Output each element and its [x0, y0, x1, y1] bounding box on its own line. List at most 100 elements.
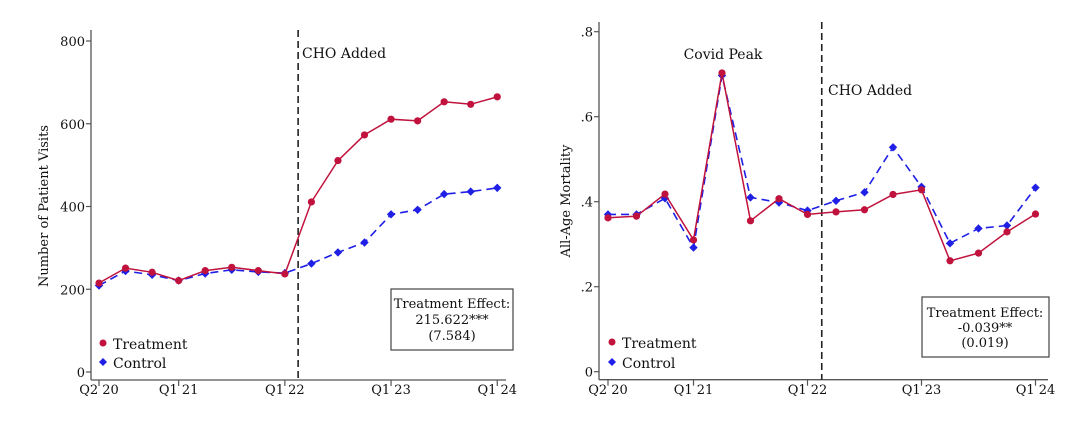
treatment-effect-estimate: -0.039**	[958, 321, 1013, 336]
treatment-point	[1003, 228, 1011, 236]
treatment-point	[889, 190, 897, 199]
y-tick-label: .4	[581, 196, 593, 211]
x-tick-label: Q1 23	[371, 383, 411, 398]
treatment-point	[440, 98, 448, 106]
control-point	[493, 183, 502, 193]
treatment-point	[148, 268, 156, 276]
plot-area: 0 .2 .4 .6 .8 Q2 20 Q1 21 Q1 22 Q1 23 Q1 24	[581, 22, 1056, 398]
treatment-point	[281, 270, 289, 278]
treatment-point	[974, 249, 983, 257]
control-point	[386, 210, 396, 219]
control-point	[333, 248, 343, 257]
control-line	[98, 187, 498, 287]
treatment-point	[803, 210, 812, 219]
x-tick-label: Q1 22	[265, 383, 305, 398]
x-tick-label: Q1 24	[477, 383, 517, 398]
y-tick-label: 0	[585, 366, 593, 381]
treatment-point	[632, 212, 641, 220]
x-tick-label: Q1 21	[159, 383, 199, 398]
treatment-effect-estimate: 215.622***	[415, 313, 489, 328]
treatment-point	[689, 236, 698, 244]
y-tick-label: .6	[581, 111, 593, 126]
plot-area: 0 200 400 600 800 Q2 20 Q1 21 Q1 22 Q1 23 Q1 24	[60, 30, 517, 398]
control-point	[860, 188, 869, 197]
legend-treatment-marker	[608, 338, 616, 346]
treatment-point	[121, 264, 130, 272]
x-tick-label: Q1 22	[788, 383, 828, 398]
treatment-point	[95, 279, 103, 287]
treatment-line	[98, 96, 498, 284]
y-tick-label: 800	[60, 35, 85, 50]
treatment-point	[917, 186, 926, 194]
treatment-effect-se: (7.584)	[428, 329, 475, 344]
control-point	[945, 239, 955, 248]
control-point	[689, 243, 698, 252]
treatment-point	[832, 208, 840, 216]
legend: Treatment Control	[99, 337, 188, 372]
treatment-effect-box: Treatment Effect: 215.622*** (7.584)	[390, 288, 514, 351]
mortality-panel: 0 .2 .4 .6 .8 Q2 20 Q1 21 Q1 22 Q1 23 Q1 24 All-A…	[559, 22, 1055, 398]
treatment-effect-box-frame	[390, 288, 514, 351]
y-tick-label: 400	[60, 201, 85, 216]
y-tick-label: .8	[581, 26, 593, 41]
control-point	[974, 224, 983, 233]
control-point	[466, 187, 475, 196]
control-point	[746, 193, 755, 202]
treatment-point	[493, 93, 501, 101]
treatment-point	[746, 217, 755, 225]
legend-treatment-label: Treatment	[113, 337, 188, 353]
treatment-point	[661, 190, 669, 198]
legend-treatment-marker	[99, 339, 107, 347]
y-axis-title: Number of Patient Visits	[37, 125, 52, 287]
x-tick-label: Q2 20	[588, 383, 628, 398]
legend-control-label: Control	[622, 356, 676, 372]
treatment-point	[307, 198, 315, 206]
y-tick-label: 200	[60, 283, 85, 298]
treatment-point	[334, 156, 342, 165]
y-tick-label: 600	[60, 118, 85, 133]
treatment-point	[387, 115, 395, 123]
cho-added-label: CHO Added	[828, 83, 912, 99]
legend: Treatment Control	[608, 336, 697, 372]
treatment-point	[201, 267, 209, 275]
control-point	[307, 259, 316, 268]
control-point	[439, 189, 449, 199]
control-point	[831, 196, 841, 206]
control-point	[1031, 183, 1040, 192]
legend-control-label: Control	[113, 356, 167, 372]
control-point	[413, 205, 422, 215]
patient-visits-panel: 0 200 400 600 800 Q2 20 Q1 21 Q1 22 Q1 23 Q1 24 N…	[37, 30, 517, 398]
treatment-effect-box-frame	[921, 296, 1050, 358]
treatment-effect-title: Treatment Effect:	[927, 306, 1044, 321]
cho-added-label: CHO Added	[302, 46, 386, 62]
x-tick-label: Q1 24	[1016, 383, 1056, 398]
treatment-point	[414, 117, 422, 125]
legend-treatment-label: Treatment	[622, 336, 697, 352]
treatment-effect-se: (0.019)	[961, 336, 1008, 351]
treatment-point	[360, 131, 369, 139]
control-point	[360, 238, 369, 247]
treatment-effect-title: Treatment Effect:	[394, 297, 511, 312]
y-tick-label: 0	[77, 366, 85, 381]
treatment-point	[228, 263, 236, 271]
treatment-point	[775, 195, 783, 203]
x-tick-label: Q1 21	[674, 383, 714, 398]
control-point	[1002, 221, 1012, 230]
legend-control-marker	[99, 358, 107, 366]
treatment-effect-box: Treatment Effect: -0.039** (0.019)	[921, 296, 1050, 358]
treatment-point	[718, 69, 726, 77]
treatment-point	[175, 276, 183, 285]
treatment-point	[1031, 210, 1040, 218]
treatment-point	[946, 257, 954, 265]
y-tick-label: .2	[581, 281, 593, 296]
x-tick-label: Q1 23	[902, 383, 942, 398]
x-tick-label: Q2 20	[79, 383, 119, 398]
control-point	[888, 143, 898, 152]
treatment-point	[860, 206, 869, 214]
treatment-point	[254, 267, 262, 275]
control-line	[608, 75, 1037, 250]
treatment-point	[467, 100, 475, 108]
legend-control-marker	[608, 358, 616, 366]
treatment-point	[604, 214, 612, 222]
